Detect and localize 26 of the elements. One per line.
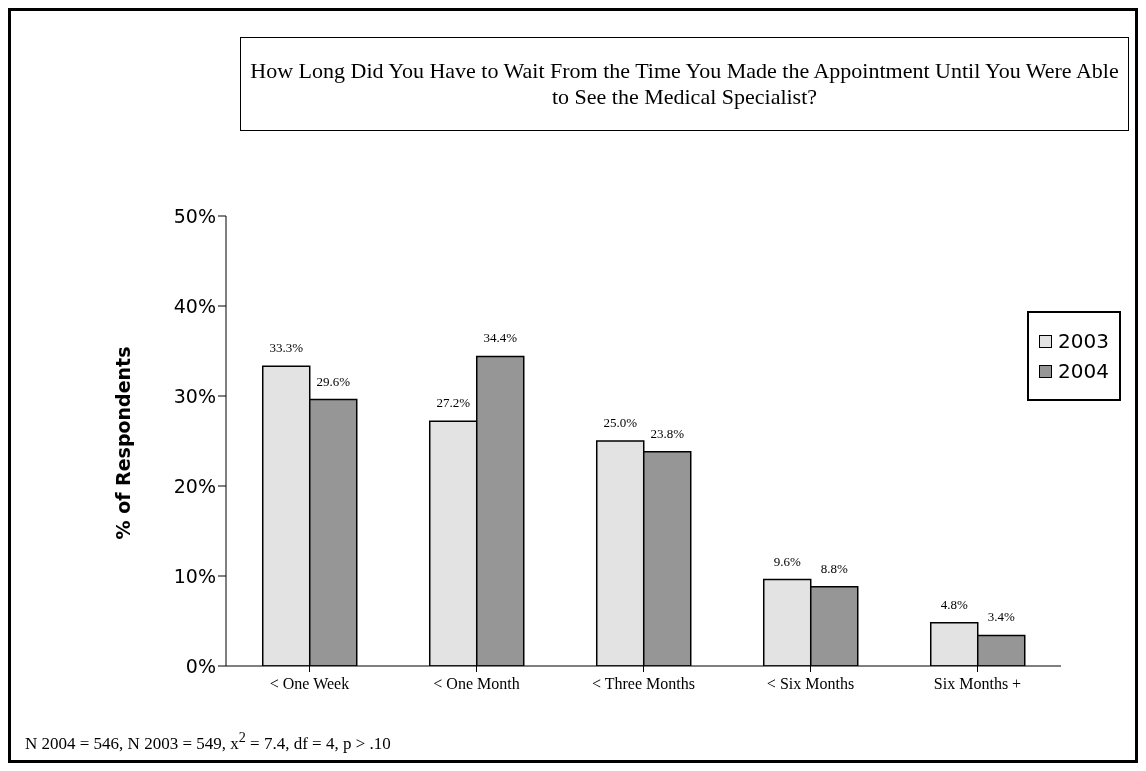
legend-label: 2004: [1058, 359, 1109, 383]
data-label: 34.4%: [483, 330, 518, 346]
data-label: 27.2%: [436, 395, 471, 411]
data-label: 25.0%: [603, 415, 638, 430]
y-tick-label: 40%: [173, 294, 216, 317]
y-tick-label: 0%: [185, 654, 216, 677]
data-label: 9.6%: [773, 553, 801, 569]
y-axis-title: % of Respondents: [112, 346, 134, 540]
data-label: 8.8%: [820, 560, 848, 576]
x-tick-label: Six Months +: [933, 675, 1022, 693]
text: N 2004 = 546, N 2003 = 549, x$^{2}$ = 7.4, df = 4, p > .10: [25, 729, 391, 754]
x-tick-label: < Three Months: [592, 675, 695, 693]
data-label: 4.8%: [940, 596, 968, 612]
data-label: 33.3%: [269, 340, 304, 356]
chart-title: How Long Did You Have to Wait From the Time You Made the Appointment Until You Were Able to See the Medical Specialist?: [240, 37, 1129, 131]
x-tick-label: < Six Months: [766, 675, 855, 693]
data-label: 3.4%: [987, 609, 1015, 625]
x-tick-label: < One Week: [269, 675, 350, 693]
legend-label: 2003: [1058, 329, 1109, 353]
y-tick-label: 10%: [173, 564, 216, 587]
data-label: 23.8%: [650, 425, 685, 441]
data-label: 29.6%: [316, 373, 351, 389]
y-tick-label: 30%: [173, 384, 216, 407]
y-tick-label: 20%: [173, 474, 216, 497]
x-tick-label: < One Month: [433, 675, 520, 693]
y-tick-label: 50%: [173, 204, 216, 227]
